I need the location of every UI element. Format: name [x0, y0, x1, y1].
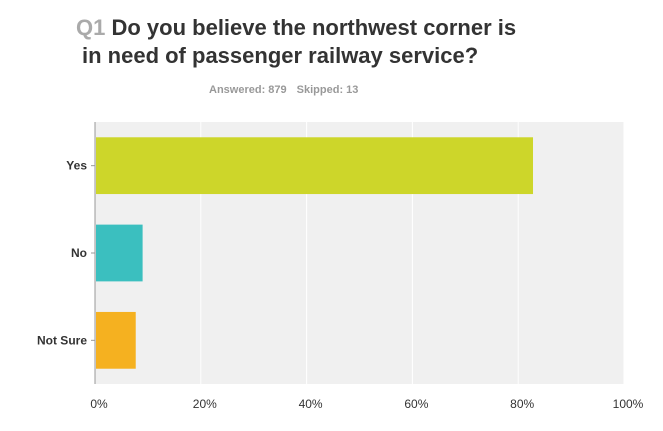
- question-text-line-2: in need of passenger railway service?: [82, 43, 479, 68]
- x-tick-label: 0%: [90, 397, 108, 411]
- question-number: Q1: [76, 15, 106, 40]
- x-tick-label: 80%: [510, 397, 534, 411]
- answered-count: Answered: 879: [209, 84, 287, 96]
- question-title: Q1 Do you believe the northwest corner i…: [76, 14, 636, 70]
- y-category-label: Yes: [66, 159, 87, 173]
- skipped-count: Skipped: 13: [296, 84, 359, 96]
- x-tick-label: 40%: [299, 397, 323, 411]
- question-title-line-1: Q1 Do you believe the northwest corner i…: [76, 14, 636, 42]
- bar-yes: [96, 137, 534, 195]
- x-tick-label: 20%: [193, 397, 217, 411]
- y-category-label: Not Sure: [37, 333, 87, 347]
- x-tick-label: 60%: [404, 397, 428, 411]
- question-text-line-1: Do you believe the northwest corner is: [111, 15, 517, 40]
- bar-not-sure: [96, 311, 136, 369]
- y-category-label: No: [71, 246, 87, 260]
- question-title-line-2: in need of passenger railway service?: [76, 42, 636, 70]
- x-tick-label: 100%: [613, 397, 644, 411]
- bar-no: [96, 224, 143, 282]
- response-stats: Answered: 879 Skipped: 13: [209, 84, 358, 96]
